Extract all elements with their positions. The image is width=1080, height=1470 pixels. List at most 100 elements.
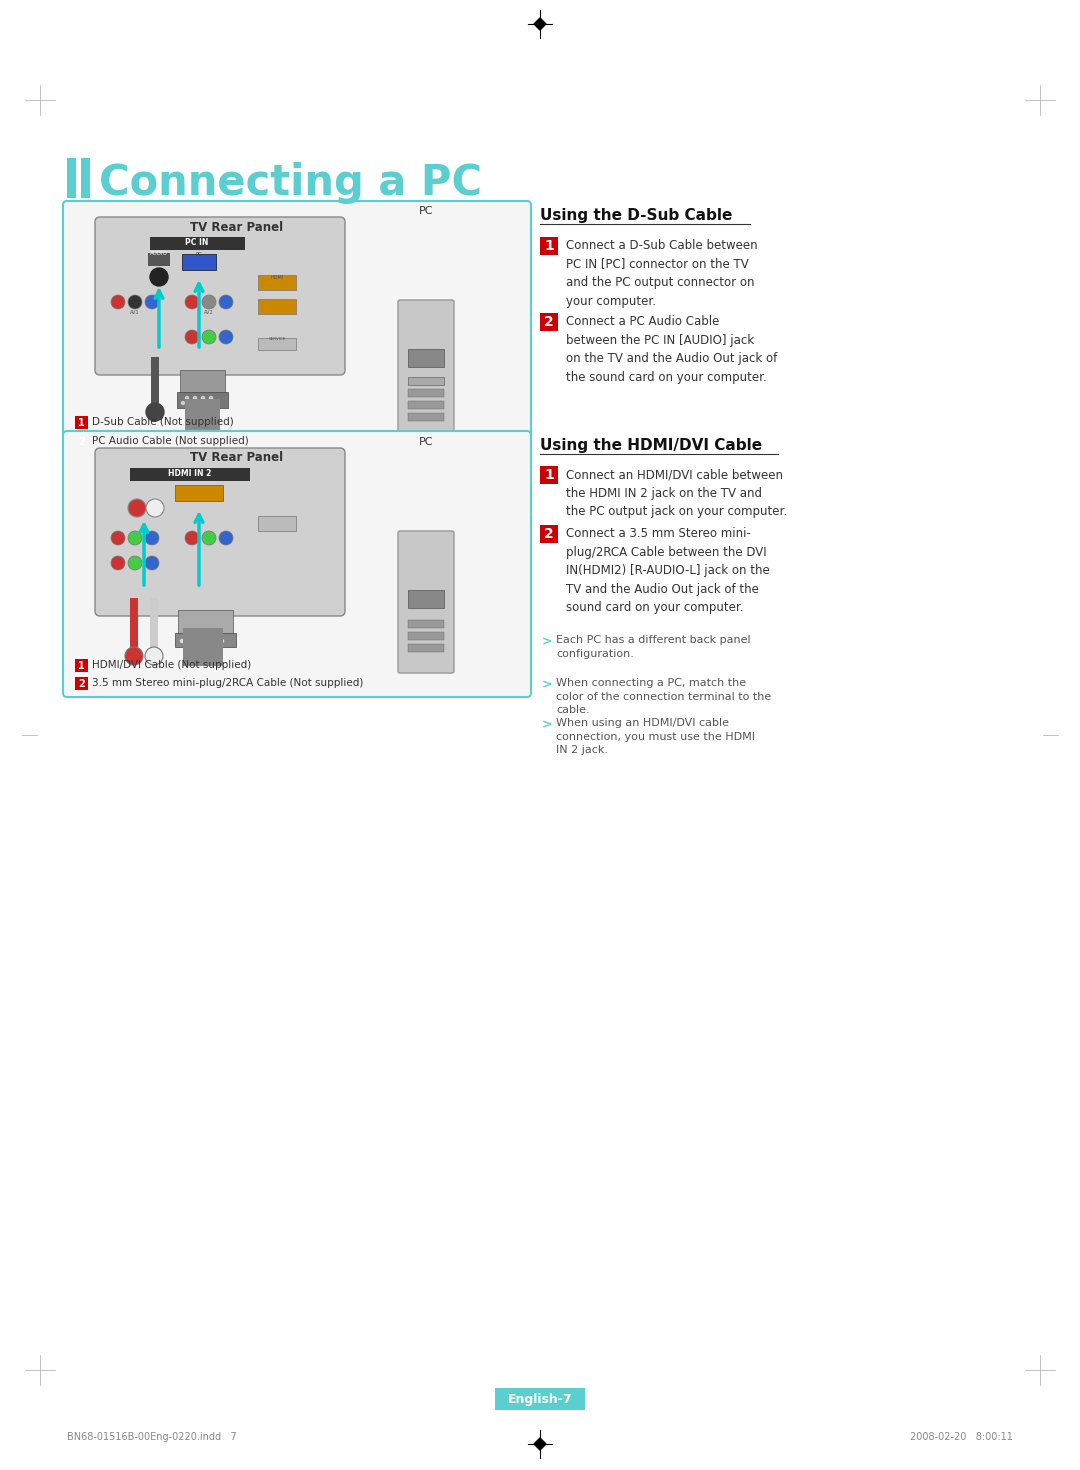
- Circle shape: [145, 295, 159, 309]
- Bar: [258, 298, 296, 315]
- Bar: [258, 275, 296, 290]
- Bar: [258, 516, 296, 531]
- Bar: [408, 390, 444, 397]
- Circle shape: [210, 397, 213, 400]
- Text: AV2: AV2: [204, 310, 214, 315]
- Text: AUDIO: AUDIO: [150, 251, 167, 256]
- Text: When connecting a PC, match the
color of the connection terminal to the
cable.: When connecting a PC, match the color of…: [556, 678, 771, 716]
- Text: 2: 2: [544, 315, 554, 329]
- Bar: [130, 598, 138, 653]
- Text: >: >: [542, 678, 553, 691]
- Text: 1: 1: [78, 660, 85, 670]
- Text: PC: PC: [419, 206, 433, 216]
- Text: TV Rear Panel: TV Rear Panel: [190, 451, 284, 465]
- Bar: [75, 678, 87, 689]
- Bar: [540, 466, 558, 484]
- Text: >: >: [542, 635, 553, 648]
- Text: When using an HDMI/DVI cable
connection, you must use the HDMI
IN 2 jack.: When using an HDMI/DVI cable connection,…: [556, 717, 755, 756]
- Text: PC IN: PC IN: [186, 238, 208, 247]
- Bar: [175, 634, 237, 647]
- Circle shape: [213, 639, 216, 642]
- Text: Each PC has a different back panel
configuration.: Each PC has a different back panel confi…: [556, 635, 751, 659]
- Text: Connect an HDMI/DVI cable between
the HDMI IN 2 jack on the TV and
the PC output: Connect an HDMI/DVI cable between the HD…: [566, 467, 787, 517]
- Text: Connect a D-Sub Cable between
PC IN [PC] connector on the TV
and the PC output c: Connect a D-Sub Cable between PC IN [PC]…: [566, 240, 758, 307]
- Circle shape: [189, 401, 192, 404]
- Bar: [130, 467, 249, 481]
- Text: HDMI: HDMI: [270, 275, 284, 279]
- Circle shape: [111, 295, 125, 309]
- Circle shape: [193, 397, 197, 400]
- Bar: [408, 589, 444, 609]
- Circle shape: [150, 268, 168, 287]
- Circle shape: [129, 556, 141, 570]
- Text: Connect a 3.5 mm Stereo mini-
plug/2RCA Cable between the DVI
IN(HDMI2) [R-AUDIO: Connect a 3.5 mm Stereo mini- plug/2RCA …: [566, 528, 770, 614]
- Text: Using the D-Sub Cable: Using the D-Sub Cable: [540, 207, 732, 223]
- Bar: [183, 254, 216, 270]
- FancyBboxPatch shape: [95, 448, 345, 616]
- Bar: [540, 237, 558, 254]
- Text: 1: 1: [544, 467, 554, 482]
- Text: BN68-01516B-00Eng-0220.indd   7: BN68-01516B-00Eng-0220.indd 7: [67, 1432, 237, 1442]
- Circle shape: [146, 403, 164, 420]
- Bar: [148, 253, 170, 266]
- Bar: [75, 416, 87, 429]
- Bar: [495, 1388, 585, 1410]
- Text: 1: 1: [544, 240, 554, 253]
- Text: 2: 2: [544, 528, 554, 541]
- Circle shape: [145, 556, 159, 570]
- Text: SERVICE: SERVICE: [268, 337, 286, 341]
- Polygon shape: [534, 18, 546, 29]
- Circle shape: [129, 295, 141, 309]
- Text: TV Rear Panel: TV Rear Panel: [190, 220, 284, 234]
- Bar: [258, 338, 296, 350]
- Bar: [75, 435, 87, 448]
- Text: 2: 2: [78, 437, 85, 447]
- Bar: [67, 157, 76, 198]
- Bar: [408, 348, 444, 368]
- Circle shape: [185, 329, 199, 344]
- Circle shape: [129, 531, 141, 545]
- Text: >: >: [542, 717, 553, 731]
- Text: HDMI/DVI Cable (Not supplied): HDMI/DVI Cable (Not supplied): [92, 660, 252, 670]
- Circle shape: [202, 531, 216, 545]
- Bar: [180, 370, 225, 400]
- Circle shape: [202, 295, 216, 309]
- Polygon shape: [534, 1438, 546, 1449]
- Circle shape: [145, 647, 163, 664]
- Circle shape: [202, 329, 216, 344]
- Circle shape: [189, 639, 191, 642]
- Circle shape: [129, 498, 146, 517]
- Text: Using the HDMI/DVI Cable: Using the HDMI/DVI Cable: [540, 438, 762, 453]
- Bar: [540, 525, 558, 542]
- Circle shape: [185, 531, 199, 545]
- Text: PC: PC: [419, 437, 433, 447]
- Circle shape: [197, 639, 200, 642]
- Bar: [81, 157, 90, 198]
- Circle shape: [186, 397, 189, 400]
- Circle shape: [125, 647, 143, 664]
- Text: 2: 2: [78, 679, 85, 688]
- Bar: [408, 413, 444, 420]
- Text: HDMI IN 2: HDMI IN 2: [168, 469, 212, 478]
- Circle shape: [198, 401, 201, 404]
- Circle shape: [219, 329, 233, 344]
- Bar: [153, 415, 157, 422]
- Bar: [408, 644, 444, 653]
- Bar: [151, 357, 159, 407]
- Bar: [408, 620, 444, 628]
- FancyBboxPatch shape: [399, 531, 454, 673]
- Text: English-7: English-7: [508, 1392, 572, 1405]
- Circle shape: [205, 401, 208, 404]
- Circle shape: [180, 639, 184, 642]
- Bar: [150, 598, 158, 653]
- FancyBboxPatch shape: [399, 300, 454, 432]
- Circle shape: [204, 639, 207, 642]
- FancyBboxPatch shape: [63, 201, 531, 457]
- Text: D-Sub Cable (Not supplied): D-Sub Cable (Not supplied): [92, 417, 233, 426]
- Text: AV1: AV1: [131, 310, 139, 315]
- Circle shape: [146, 498, 164, 517]
- Bar: [175, 485, 222, 501]
- Circle shape: [202, 397, 204, 400]
- Text: Connect a PC Audio Cable
between the PC IN [AUDIO] jack
on the TV and the Audio : Connect a PC Audio Cable between the PC …: [566, 315, 778, 384]
- Circle shape: [219, 295, 233, 309]
